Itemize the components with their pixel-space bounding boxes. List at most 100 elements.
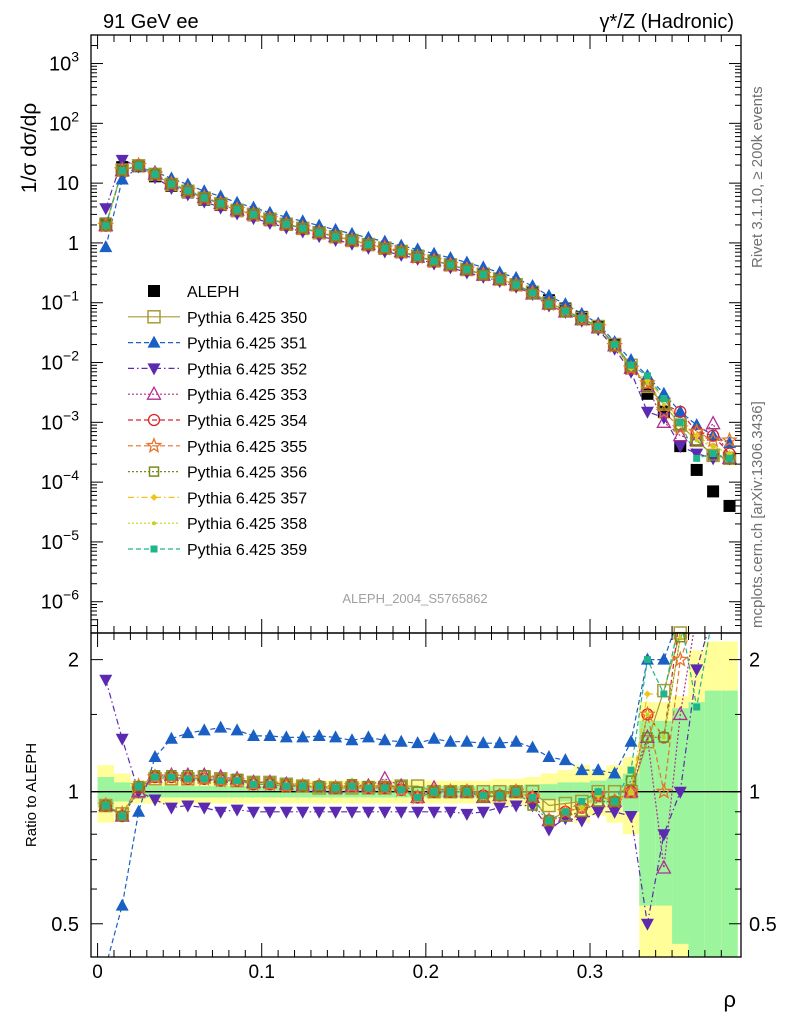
ratio-series-point xyxy=(657,652,671,665)
legend-label: Pythia 6.425 351 xyxy=(187,336,307,353)
main-series-point xyxy=(727,451,732,456)
main-series-point xyxy=(645,381,650,386)
main-series-point xyxy=(446,261,454,269)
ratio-series-point xyxy=(214,720,228,733)
inner-band-bin xyxy=(639,720,656,906)
ratio-series-point xyxy=(414,794,422,802)
main-series-point xyxy=(445,259,456,271)
main-y-tick-label: 103 xyxy=(49,49,79,76)
ratio-series-point xyxy=(247,806,260,819)
inner-band-bin xyxy=(655,720,673,906)
main-series-point xyxy=(545,300,553,308)
legend-label: Pythia 6.425 352 xyxy=(187,361,307,378)
ratio-series-point xyxy=(118,812,126,820)
ratio-series-point xyxy=(512,788,520,796)
main-series-point xyxy=(673,441,687,454)
ratio-series-point xyxy=(493,802,507,815)
main-series-point xyxy=(561,307,569,315)
ratio-series-point xyxy=(645,712,650,717)
ratio-series-point xyxy=(100,800,112,811)
ratio-series-point xyxy=(116,809,129,823)
ratio-series-point xyxy=(148,794,162,807)
ratio-series-point xyxy=(624,811,638,824)
ratio-series-point xyxy=(624,734,638,747)
main-series-point xyxy=(299,224,307,232)
legend-marker xyxy=(152,521,156,526)
ratio-series-point xyxy=(561,808,569,816)
main-series-point xyxy=(166,178,177,189)
ratio-series-point xyxy=(312,806,326,819)
main-y-axis-label: 1/σ dσ/dρ xyxy=(18,103,41,193)
ratio-series-point xyxy=(542,798,556,813)
legend-marker xyxy=(147,363,161,376)
ratio-x-tick-label: 0.1 xyxy=(248,962,274,983)
ratio-series-point xyxy=(443,734,457,747)
main-series-point xyxy=(149,168,161,180)
ratio-series-point xyxy=(266,780,274,788)
legend-marker xyxy=(150,545,158,553)
ratio-series-point xyxy=(655,782,673,799)
main-series-point xyxy=(542,288,556,301)
ratio-series-point xyxy=(230,723,244,736)
ratio-series-point xyxy=(476,806,490,819)
ratio-series-point xyxy=(296,806,310,819)
ratio-series-point xyxy=(461,786,473,797)
ratio-series-point xyxy=(279,806,293,819)
ratio-x-tick-label: 0.2 xyxy=(413,962,439,983)
ratio-series-point xyxy=(330,782,341,794)
main-series-point xyxy=(332,233,340,241)
main-series-point xyxy=(264,213,276,224)
main-series-point xyxy=(723,499,736,512)
ratio-series-point xyxy=(378,806,392,819)
x-axis-label: ρ xyxy=(723,987,736,1012)
main-series-point xyxy=(281,218,292,230)
ratio-series-point xyxy=(116,810,128,822)
main-series-point xyxy=(543,298,555,310)
ratio-series-point xyxy=(678,635,683,640)
main-series-point xyxy=(199,192,210,203)
main-series-point xyxy=(381,244,389,252)
ratio-series-point xyxy=(250,780,257,788)
main-series-point xyxy=(673,404,687,417)
main-series-point xyxy=(661,402,666,407)
ratio-series-point xyxy=(345,781,359,795)
main-series-point xyxy=(364,241,372,249)
main-series-point xyxy=(397,248,405,256)
main-series-point xyxy=(395,246,407,257)
ratio-series-point xyxy=(463,788,471,796)
ratio-series-line xyxy=(105,633,708,924)
ratio-series-point xyxy=(297,780,308,792)
main-series-point xyxy=(363,239,374,250)
main-series-point xyxy=(414,253,422,261)
main-series-point xyxy=(656,413,672,428)
legend-label: ALEPH xyxy=(187,284,239,301)
main-series-point xyxy=(248,208,259,220)
ratio-series-point xyxy=(427,731,441,744)
ratio-series-point xyxy=(545,816,553,824)
ratio-series-point xyxy=(217,777,225,785)
main-series-point xyxy=(379,242,391,254)
ratio-series-point xyxy=(115,733,129,746)
legend-marker xyxy=(147,310,161,324)
ratio-series-point xyxy=(625,775,637,786)
ratio-series-point xyxy=(526,740,540,753)
ratio-series-point xyxy=(578,797,586,805)
main-series-point xyxy=(578,314,586,322)
main-series-point xyxy=(726,454,734,462)
series-markers xyxy=(97,154,738,931)
legend-marker xyxy=(148,285,160,297)
ratio-series-point xyxy=(132,804,146,817)
ratio-series-point xyxy=(527,800,538,811)
main-series-point xyxy=(200,194,208,202)
legend-marker xyxy=(150,493,158,501)
legend-marker xyxy=(147,413,161,427)
ratio-series-point xyxy=(642,732,653,743)
ratio-x-tick-label: 0.3 xyxy=(577,962,603,983)
ratio-series-point xyxy=(643,656,651,664)
ratio-y-tick-label: 0.5 xyxy=(51,914,79,936)
ratio-series-point xyxy=(394,734,408,747)
ratio-series-point xyxy=(135,782,143,790)
ratio-series-point xyxy=(446,788,454,796)
ratio-series-point xyxy=(99,674,113,687)
